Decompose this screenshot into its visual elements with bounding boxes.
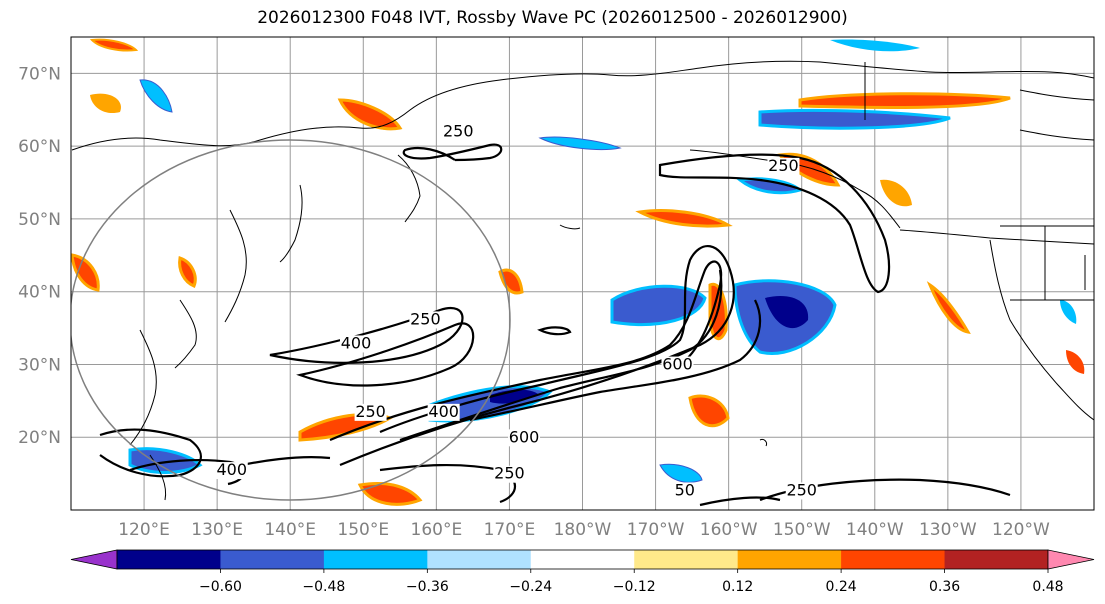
colorbar-tick-label: 0.12 — [722, 579, 753, 595]
contour-label: 400 — [428, 402, 459, 421]
contour-label: 400 — [341, 333, 372, 352]
colorbar-swatch — [323, 550, 428, 569]
colorbar-swatch — [944, 550, 1049, 569]
colorbar-tick-label: −0.24 — [509, 579, 552, 595]
contour-label-bg — [767, 157, 800, 175]
longitude-label: 160°W — [700, 520, 758, 540]
contour-label-bg — [661, 356, 694, 374]
contour-label-bg — [427, 403, 460, 421]
contour-label: 250 — [786, 480, 817, 499]
colorbar-swatch — [737, 550, 842, 569]
colorbar-swatch — [530, 550, 635, 569]
colorbar-swatch — [427, 550, 532, 569]
contour-labels: 250 250 250 400 250 400 600 600 400 250 250 50 — [215, 122, 818, 500]
contour-label: 250 — [494, 464, 525, 483]
longitude-label: 120°E — [118, 520, 170, 540]
map-border — [70, 36, 1095, 511]
longitude-label: 170°W — [627, 520, 685, 540]
contour-label-bg — [668, 482, 701, 500]
contour-label: 250 — [443, 122, 474, 141]
colorbar-tick-label: −0.48 — [302, 579, 345, 595]
contour-label-bg — [493, 465, 526, 483]
longitude-label: 180°W — [554, 520, 612, 540]
contour-label-bg — [215, 462, 248, 480]
contour-label: 50 — [675, 480, 695, 499]
latitude-label: 70°N — [18, 64, 61, 84]
contour-label: 250 — [355, 402, 386, 421]
map-panel[interactable]: 250 250 250 400 250 400 600 600 400 250 250 50 — [70, 36, 1095, 511]
contour-label-bg — [409, 311, 442, 329]
longitude-label: 120°W — [992, 520, 1050, 540]
contour-label: 400 — [216, 460, 247, 479]
map-title: 2026012300 F048 IVT, Rossby Wave PC (202… — [257, 8, 848, 28]
colorbar-tick-label: 0.36 — [929, 579, 960, 595]
colorbar-tick-label: −0.36 — [406, 579, 449, 595]
colorbar-tick-label: 0.48 — [1032, 579, 1063, 595]
longitude-label: 160°E — [411, 520, 463, 540]
contour-label-bg — [354, 403, 387, 421]
colorbar-tick-label: 0.24 — [826, 579, 857, 595]
longitude-label: 170°E — [484, 520, 536, 540]
colorbar-extend-high — [1047, 549, 1095, 570]
contour-label: 600 — [662, 355, 693, 374]
contour-label: 600 — [509, 427, 540, 446]
latitude-label: 40°N — [18, 283, 61, 303]
colorbar-swatch — [117, 550, 221, 569]
contour-label-bg — [508, 429, 541, 447]
radius-circle — [71, 139, 511, 501]
longitude-label: 140°E — [264, 520, 316, 540]
colorbar-tick-label: −0.60 — [199, 579, 242, 595]
contour-label-bg — [339, 335, 372, 353]
latitude-label: 50°N — [18, 210, 61, 230]
colorbar-swatch — [841, 550, 946, 569]
longitude-label: 150°E — [337, 520, 389, 540]
colorbar-tick-label: −0.12 — [613, 579, 656, 595]
colorbar: −0.60 −0.48 −0.36 −0.24 −0.12 0.12 0.24 0.36 0.4… — [70, 549, 1095, 595]
colorbar-extend-low — [70, 549, 118, 570]
colorbar-swatch — [634, 550, 739, 569]
contour-label: 250 — [768, 156, 799, 175]
longitude-label: 140°W — [846, 520, 904, 540]
colorbar-swatch — [220, 550, 325, 569]
latitude-label: 60°N — [18, 137, 61, 157]
longitude-label: 130°W — [919, 520, 977, 540]
longitude-label: 130°E — [191, 520, 243, 540]
contour-label-bg — [785, 482, 818, 500]
latitude-label: 30°N — [18, 355, 61, 375]
latitude-label: 20°N — [18, 428, 61, 448]
contour-label-bg — [442, 123, 475, 141]
longitude-label: 150°W — [773, 520, 831, 540]
longitude-labels: 120°E 130°E 140°E 150°E 160°E 170°E 180°W 170°W… — [118, 520, 1050, 540]
contour-label: 250 — [410, 309, 441, 328]
latitude-labels: 70°N 60°N 50°N 40°N 30°N 20°N — [18, 64, 61, 448]
